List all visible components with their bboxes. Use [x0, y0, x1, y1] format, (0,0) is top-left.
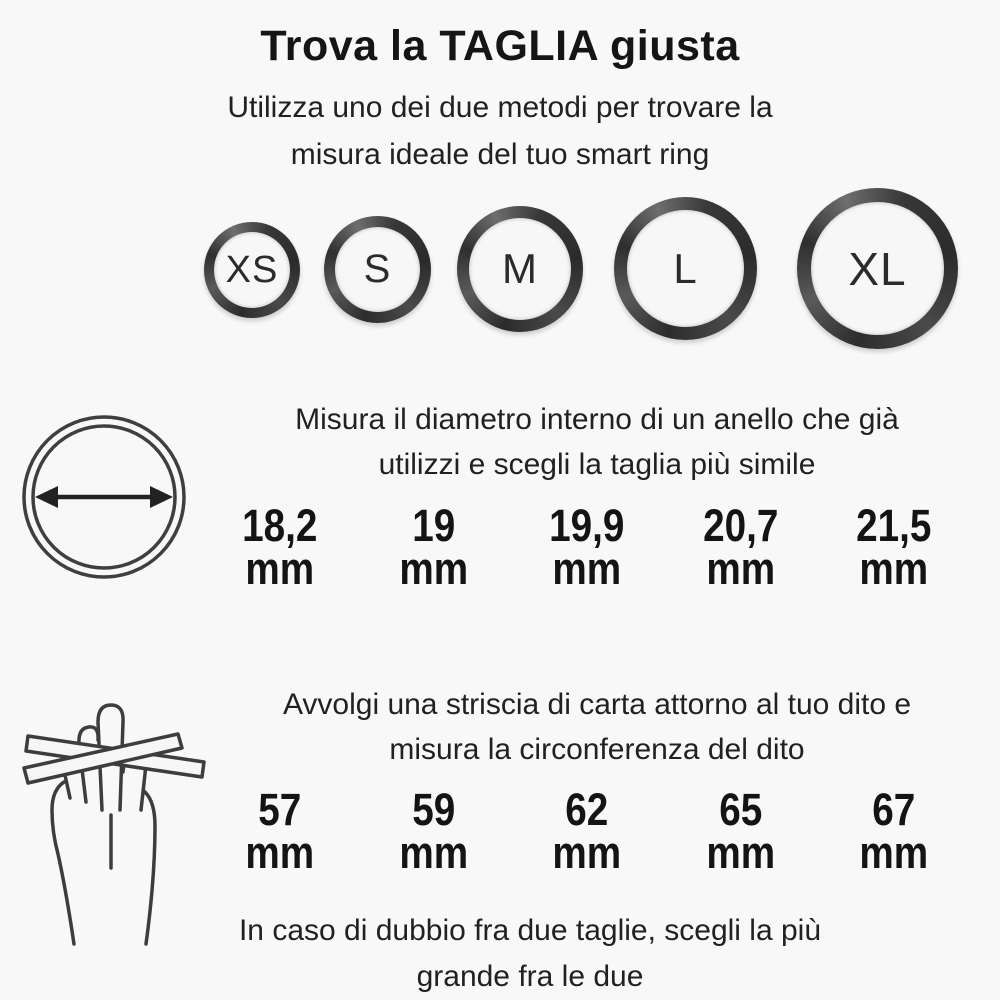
diameter-value-m: 19,9 mm [521, 503, 653, 594]
ring-size-xl-label: XL [848, 242, 907, 295]
unit-label: mm [859, 827, 929, 878]
circumference-value-l: 65 mm [675, 787, 807, 878]
unit-label: mm [859, 543, 929, 594]
ring-size-xl: XL [797, 188, 958, 349]
diameter-value-l: 20,7 mm [675, 503, 807, 594]
unit-label: mm [706, 827, 775, 878]
ring-size-l: L [614, 197, 757, 340]
hand-paper-strip-icon [22, 703, 206, 946]
ring-diameter-icon [22, 415, 186, 579]
circumference-values-row: 57 mm 59 mm 62 mm 65 mm 67 mm [203, 787, 971, 878]
ring-size-xs: XS [204, 222, 300, 318]
ring-size-m: M [457, 206, 583, 332]
unit-label: mm [552, 827, 622, 878]
footer-note: In caso di dubbio fra due taglie, scegli… [90, 908, 970, 1000]
subtitle-line-2: misura ideale del tuo smart ring [290, 138, 710, 171]
circumference-value-m: 62 mm [521, 787, 653, 878]
circumference-value-s: 59 mm [367, 787, 499, 878]
diameter-instruction: Misura il diametro interno di un anello … [202, 397, 992, 487]
unit-label: mm [245, 827, 315, 878]
ring-size-m-label: M [502, 245, 538, 292]
ring-size-s-label: S [363, 247, 392, 291]
circumference-instruction-line-2: misura la circonferenza del dito [389, 733, 805, 766]
circumference-value-xs: 57 mm [214, 787, 346, 878]
subtitle-line-1: Utilizza uno dei due metodi per trovare … [227, 91, 773, 124]
diameter-value-s: 19 mm [367, 503, 499, 594]
unit-label: mm [552, 543, 622, 594]
ring-size-l-label: L [673, 244, 698, 292]
circumference-instruction: Avvolgi una striscia di carta attorno al… [202, 682, 992, 772]
unit-label: mm [398, 827, 468, 878]
diameter-values-row: 18,2 mm 19 mm 19,9 mm 20,7 mm 21,5 mm [203, 503, 971, 594]
unit-label: mm [245, 543, 315, 594]
circumference-instruction-line-1: Avvolgi una striscia di carta attorno al… [282, 688, 912, 721]
unit-label: mm [398, 543, 468, 594]
page-title: Trova la TAGLIA giusta [260, 22, 740, 70]
unit-label: mm [706, 543, 775, 594]
diameter-value-xs: 18,2 mm [214, 503, 346, 594]
diameter-value-xl: 21,5 mm [828, 503, 960, 594]
diameter-instruction-line-1: Misura il diametro interno di un anello … [295, 403, 899, 436]
ring-size-xs-label: XS [225, 248, 279, 291]
diameter-instruction-line-2: utilizzi e scegli la taglia più simile [378, 448, 816, 481]
page-subtitle: Utilizza uno dei due metodi per trovare … [50, 84, 950, 178]
footer-line-1: In caso di dubbio fra due taglie, scegli… [238, 914, 822, 947]
footer-line-2: grande fra le due [416, 960, 644, 993]
ring-size-s: S [324, 216, 431, 323]
circumference-value-xl: 67 mm [828, 787, 960, 878]
